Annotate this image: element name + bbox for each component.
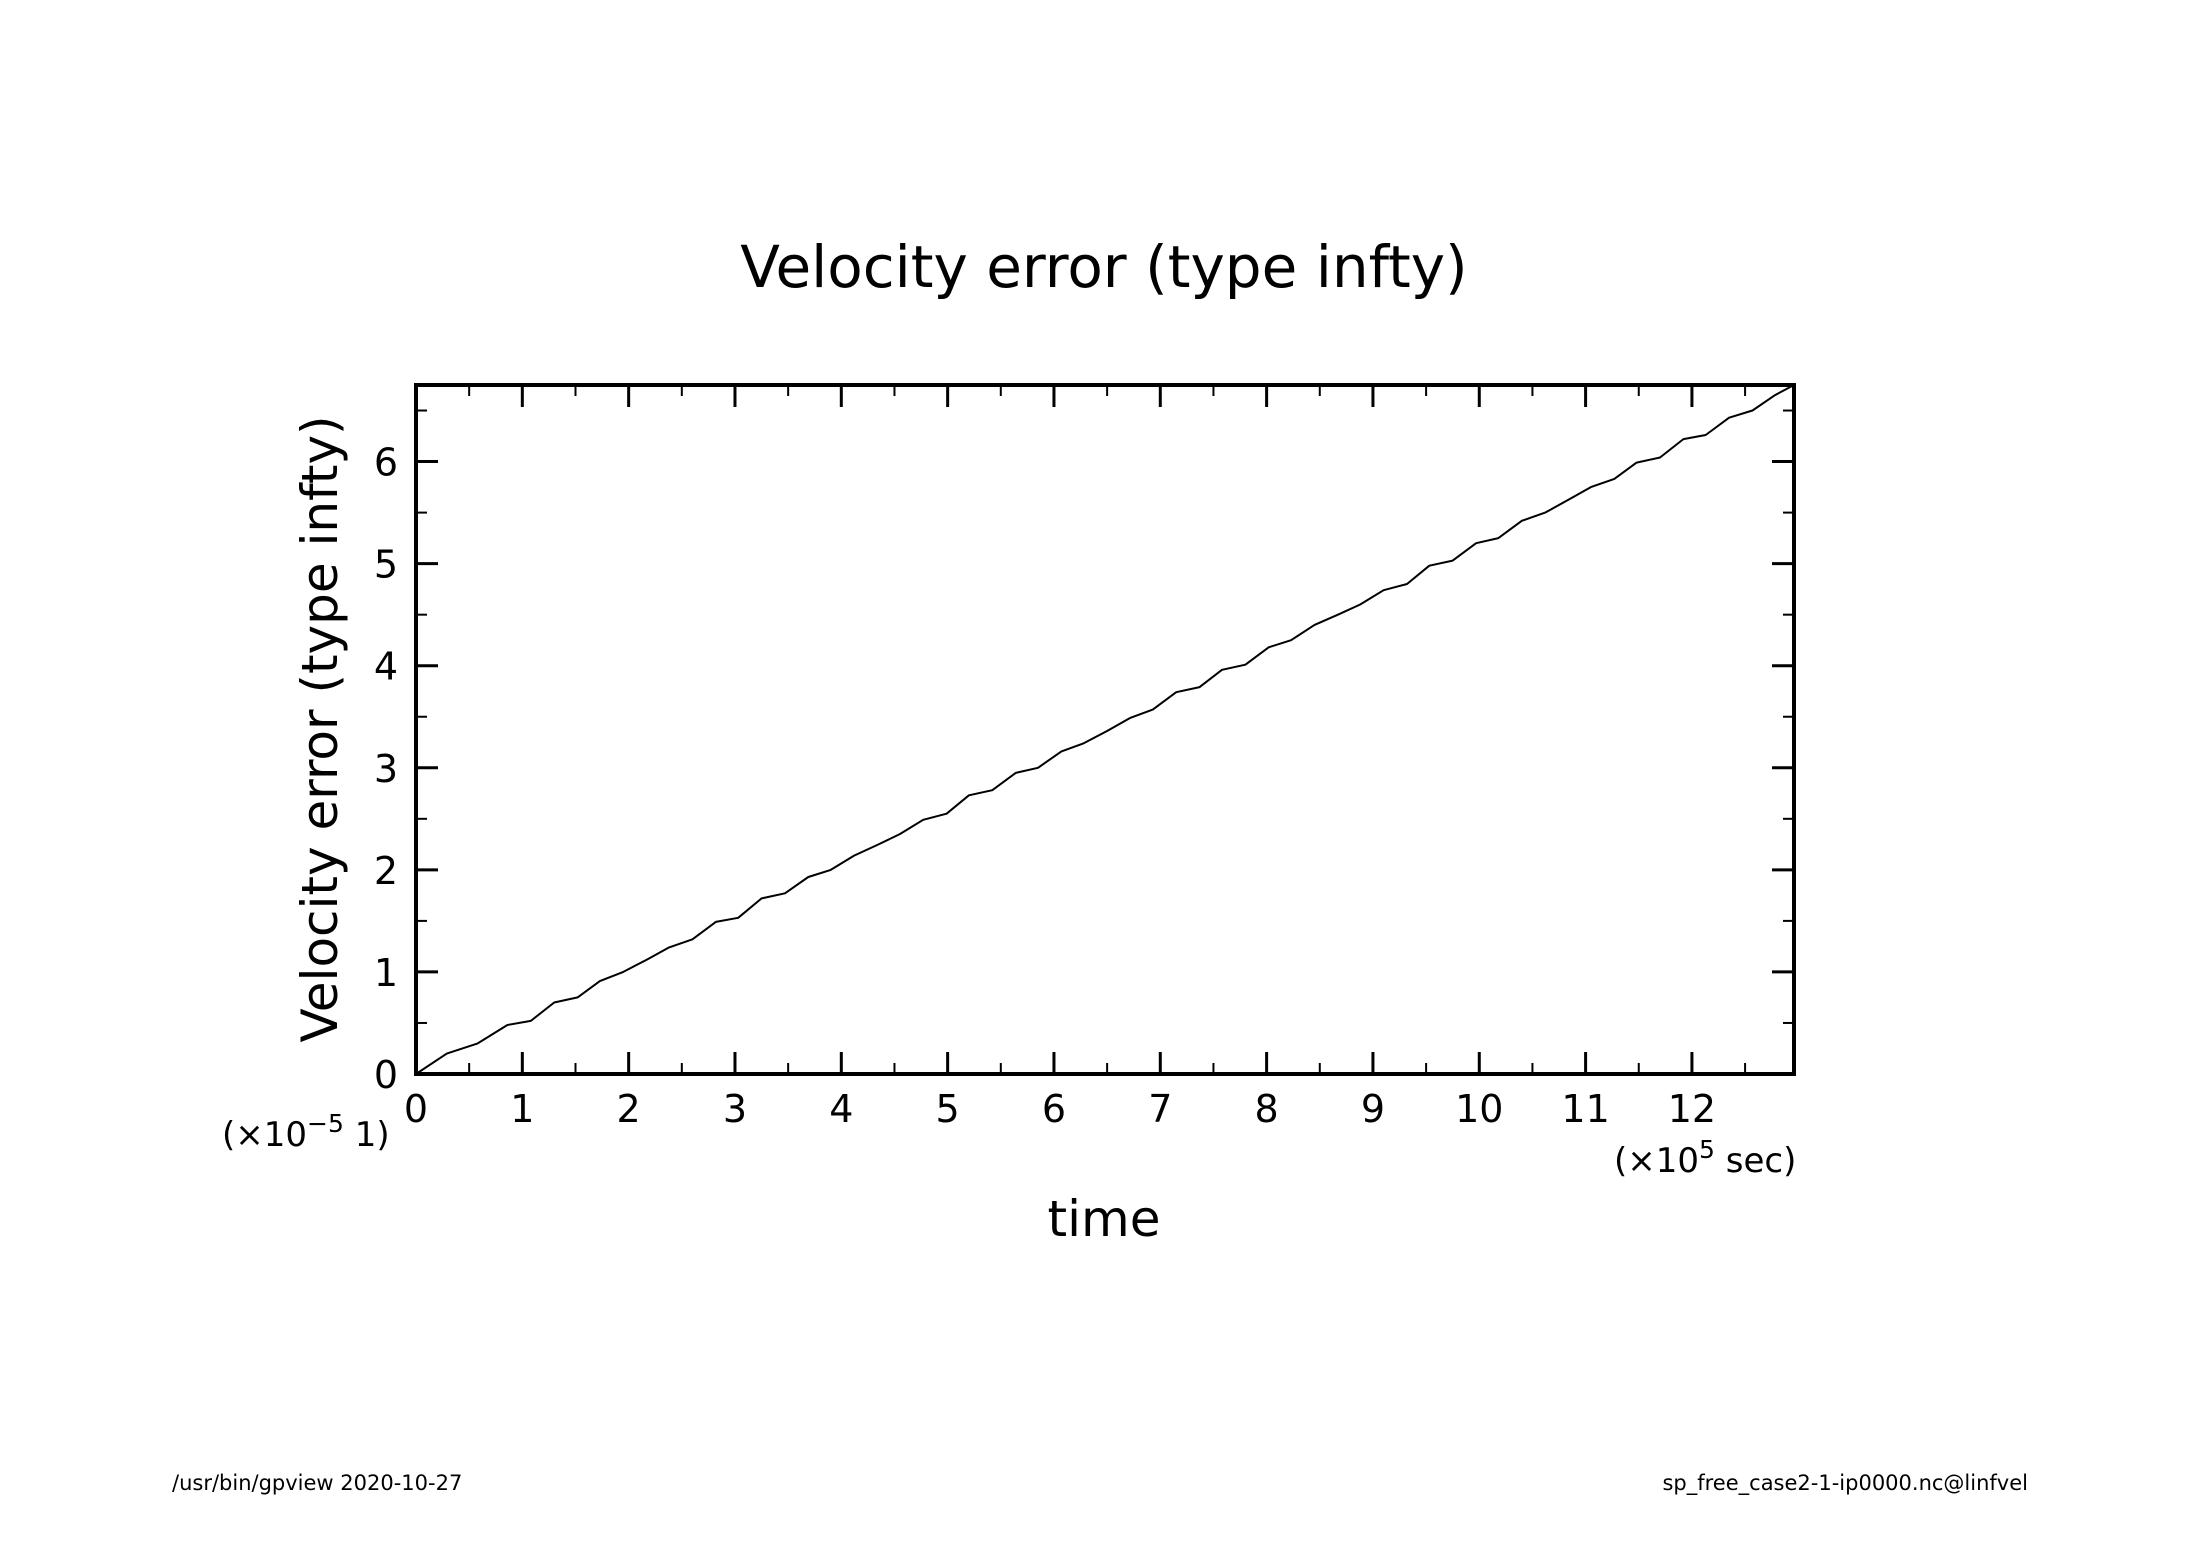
y-tick-label: 2 — [374, 849, 398, 893]
x-tick-label: 6 — [1042, 1087, 1066, 1131]
footer-right: sp_free_case2-1-ip0000.nc@linfvel — [1662, 1471, 2028, 1496]
x-tick-label: 12 — [1668, 1087, 1716, 1131]
y-tick-label: 0 — [374, 1053, 398, 1097]
x-tick-label: 1 — [510, 1087, 534, 1131]
y-scale-label: (×10−5 1) — [222, 1109, 390, 1155]
plot-frame — [414, 383, 1796, 1076]
x-tick-label: 11 — [1561, 1087, 1609, 1131]
y-tick-label: 1 — [374, 951, 398, 995]
x-tick-label: 0 — [404, 1087, 428, 1131]
y-tick-label: 3 — [374, 747, 398, 791]
x-tick-label: 10 — [1455, 1087, 1503, 1131]
footer-left: /usr/bin/gpview 2020-10-27 — [172, 1471, 462, 1495]
ticks-layer — [414, 385, 1794, 1076]
x-tick-label: 9 — [1361, 1087, 1385, 1131]
chart-title: Velocity error (type infty) — [740, 233, 1467, 301]
x-tick-label: 7 — [1148, 1087, 1172, 1131]
x-tick-label: 5 — [936, 1087, 960, 1131]
series-line-0 — [415, 384, 1795, 1075]
x-axis-title: time — [1048, 1190, 1161, 1248]
x-tick-label: 3 — [723, 1087, 747, 1131]
x-scale-suffix: sec) — [1715, 1141, 1796, 1181]
x-scale-label: (×105 sec) — [1614, 1135, 1796, 1181]
y-tick-label: 5 — [374, 543, 398, 587]
y-scale-prefix: (×10 — [222, 1115, 307, 1155]
data-layer — [415, 384, 1795, 1075]
y-scale-suffix: 1) — [344, 1115, 390, 1155]
x-tick-label: 2 — [617, 1087, 641, 1131]
y-tick-label: 4 — [374, 645, 398, 689]
x-tick-label: 8 — [1255, 1087, 1279, 1131]
x-tick-label: 4 — [829, 1087, 853, 1131]
x-scale-prefix: (×10 — [1614, 1141, 1699, 1181]
x-scale-exponent: 5 — [1699, 1135, 1715, 1164]
y-scale-exponent: −5 — [307, 1109, 344, 1138]
y-axis-title: Velocity error (type infty) — [291, 415, 349, 1042]
y-tick-label: 6 — [374, 441, 398, 485]
